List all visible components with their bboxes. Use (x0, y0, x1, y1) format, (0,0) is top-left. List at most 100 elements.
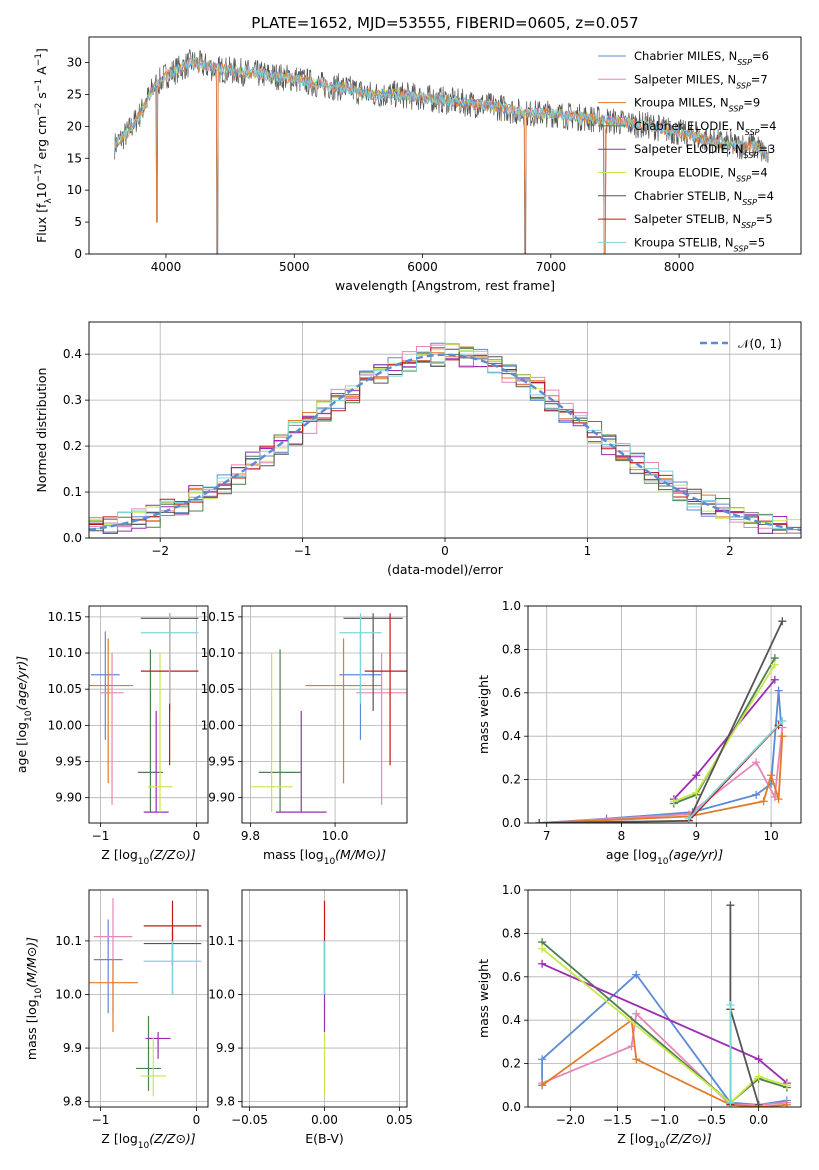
x-axis-label: Z [log10(Z/Z⊙)] (101, 1131, 196, 1151)
y-tick-label: 9.8 (216, 1095, 235, 1109)
y-tick-label: 0.8 (502, 642, 521, 656)
label-part: 10 (34, 182, 49, 198)
x-tick-label: 0.0 (749, 1113, 768, 1127)
x-axis-label: (data-model)/error (387, 562, 504, 577)
weight-series-line (688, 720, 783, 820)
y-tick-label: 0.4 (502, 1013, 521, 1027)
x-tick-label: −1 (92, 1113, 110, 1127)
y-tick-label: 1.0 (502, 599, 521, 613)
label-part: (M/M⊙)] (335, 847, 386, 862)
label-part: (Z/Z⊙)] (149, 847, 196, 862)
label-subscript: SSP (741, 221, 756, 230)
label-part: =4 (757, 189, 774, 203)
x-tick-label: 0 (193, 829, 201, 843)
y-tick-label: 0.4 (502, 729, 521, 743)
label-subscript: SSP (742, 197, 757, 206)
x-tick-label: −0.05 (231, 1113, 268, 1127)
label-part: Z [ (101, 1131, 118, 1146)
y-tick-label: 0.2 (502, 1057, 521, 1071)
label-part: age [ (14, 741, 29, 773)
weight-point-marker (752, 790, 761, 799)
weight-point-marker (692, 788, 701, 797)
y-tick-label: 0.6 (502, 970, 521, 984)
x-tick-label: 0 (193, 1113, 201, 1127)
x-tick-label: 9 (692, 829, 700, 843)
weight-point-marker (726, 901, 735, 910)
label-subscript: SSP (745, 127, 760, 136)
weight-point-marker (778, 717, 787, 726)
label-subscript: SSP (736, 81, 751, 90)
y-axis-label: mass weight (476, 959, 491, 1038)
y-tick-label: 30 (67, 56, 82, 70)
weight-point-marker (726, 1001, 735, 1010)
label-part: Z [ (101, 847, 118, 862)
x-tick-label: 10.0 (322, 829, 349, 843)
weight-point-marker (782, 1081, 791, 1090)
label-part: (Z/Z⊙)] (149, 1131, 196, 1146)
label-subscript: 10 (138, 857, 150, 867)
y-tick-label: 1.0 (502, 883, 521, 897)
y-tick-label: 9.90 (55, 791, 82, 805)
weight-point-marker (770, 660, 779, 669)
mass_vs_Z-axes-frame (88, 889, 209, 1108)
x-axis-label: mass [log10(M/M⊙)] (263, 847, 386, 867)
spectrum-axes-frame (88, 36, 802, 255)
age_vs_mass-axes: 9.8 10.0 9.90 9.95 10.00 10.05 10.10 10.15 mass … (201, 606, 407, 867)
y-tick-label: 0.1 (63, 485, 82, 499)
x-tick-label: −0.5 (697, 1113, 726, 1127)
x-tick-label: 8 (618, 829, 626, 843)
age_vs_mass-axes-frame (241, 605, 408, 824)
label-subscript: 10 (657, 857, 669, 867)
weight-point-marker (684, 814, 693, 823)
weight-point-marker (778, 617, 787, 626)
x-tick-label: 6000 (407, 260, 438, 274)
y-tick-label: 0.3 (63, 393, 82, 407)
label-superscript: −17 (34, 163, 44, 182)
x-axis-label: age [log10(age/yr)] (606, 847, 723, 867)
x-tick-label: 8000 (664, 260, 695, 274)
label-part: =7 (751, 72, 768, 86)
x-tick-label: 2 (726, 544, 734, 558)
x-tick-label: 0 (441, 544, 449, 558)
weight-point-marker (759, 797, 768, 806)
legend-label: Salpeter MILES, NSSP=7 (634, 72, 768, 90)
weight-point-marker (774, 795, 783, 804)
label-part: Chabrier MILES, N (634, 49, 737, 63)
label-subscript: 10 (654, 1141, 666, 1151)
label-part: Salpeter STELIB, N (634, 212, 741, 226)
y-tick-label: 0.0 (502, 1100, 521, 1114)
x-axis-label: Z [log10(Z/Z⊙)] (617, 1131, 712, 1151)
label-subscript: SSP (736, 174, 751, 183)
y-tick-label: 10.10 (48, 646, 82, 660)
legend-label: Kroupa MILES, NSSP=9 (634, 96, 760, 114)
label-part: =5 (748, 235, 765, 249)
age_vs_Z-axes-frame (88, 605, 209, 824)
label-part: log (24, 999, 39, 1018)
label-part: ] (34, 48, 49, 53)
label-part: Kroupa MILES, N (634, 96, 729, 110)
label-part: log (119, 1131, 138, 1146)
x-axis-label: E(B-V) (305, 1131, 344, 1146)
weight-point-marker (782, 1100, 791, 1107)
y-tick-label: 0 (74, 247, 82, 261)
weight-series-line (539, 736, 784, 823)
y-tick-label: 10.00 (201, 718, 235, 732)
y-tick-label: 0.8 (502, 926, 521, 940)
y-tick-label: 10.05 (201, 682, 235, 696)
y-axis-label: mass [log10(M/M⊙)] (24, 937, 44, 1060)
y-tick-label: 10.0 (208, 987, 235, 1001)
y-tick-label: 0.2 (63, 439, 82, 453)
y-tick-label: 10.10 (201, 646, 235, 660)
y-tick-label: 10.1 (208, 934, 235, 948)
weight-point-marker (754, 1100, 763, 1107)
mass_vs_Z-axes: −1 09.89.910.010.1Z [log10(Z/Z⊙)]mass [lo… (24, 890, 208, 1151)
label-part: (age/yr)] (668, 847, 723, 862)
weight-series-line (541, 1011, 787, 1106)
y-tick-label: 10.05 (48, 682, 82, 696)
label-part: (age/yr)] (14, 656, 29, 711)
weight_vs_age-axes-frame (527, 605, 802, 824)
label-subscript: 10 (24, 710, 34, 722)
weight-point-marker (754, 1072, 763, 1081)
weight-point-marker (669, 797, 678, 806)
